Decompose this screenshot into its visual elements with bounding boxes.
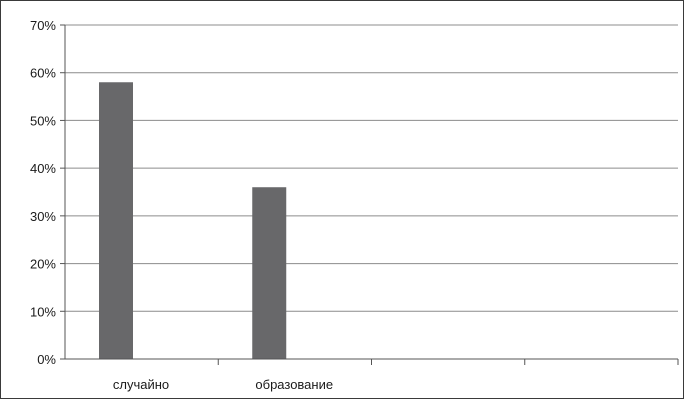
y-tick-label-6: 60%	[30, 66, 56, 81]
gridlines	[65, 24, 678, 312]
bar-0	[99, 82, 133, 359]
x-category-label-1: образование	[255, 377, 333, 392]
bars	[99, 82, 287, 359]
y-tick-label-3: 30%	[30, 209, 56, 224]
axes	[60, 24, 679, 365]
y-tick-label-0: 0%	[37, 352, 56, 367]
y-tick-label-5: 50%	[30, 113, 56, 128]
y-tick-label-1: 10%	[30, 304, 56, 319]
axis-labels: 0% 10% 20% 30% 40% 50% 60% 70% случайно образован…	[30, 18, 333, 392]
x-category-label-0: случайно	[113, 377, 169, 392]
bar-1	[252, 187, 287, 359]
y-tick-label-4: 40%	[30, 161, 56, 176]
y-tick-label-7: 70%	[30, 18, 56, 33]
y-tick-label-2: 20%	[30, 257, 56, 272]
